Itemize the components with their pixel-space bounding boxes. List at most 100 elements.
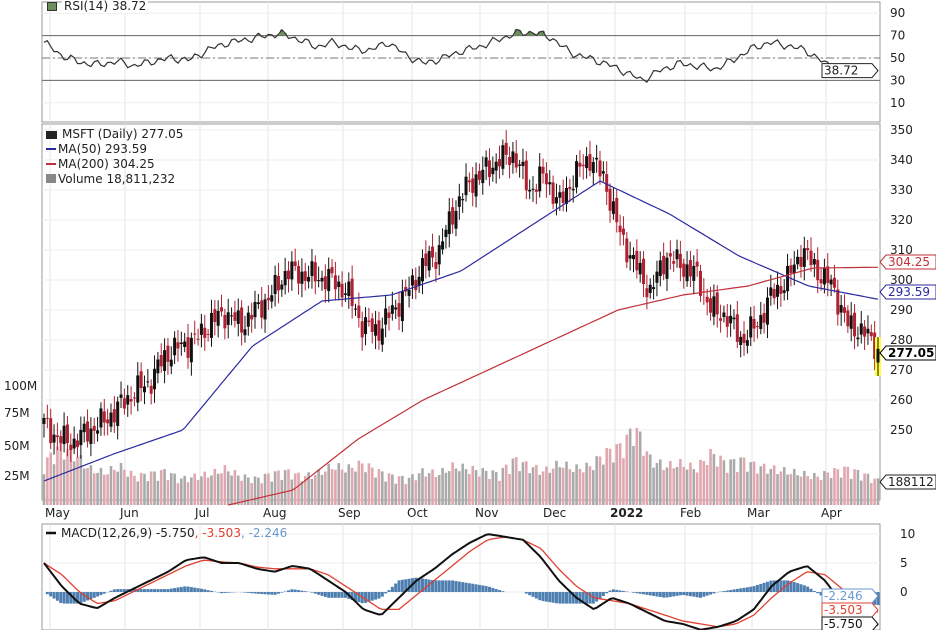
macd-histogram-bar — [96, 592, 100, 597]
macd-histogram-bar — [350, 592, 354, 600]
candle-body — [631, 254, 635, 260]
volume-legend-icon — [46, 174, 56, 183]
volume-bar — [109, 466, 113, 505]
candle-body — [387, 312, 391, 318]
macd-histogram-bar — [183, 586, 187, 592]
volume-bar — [230, 475, 233, 505]
ma200-value-badge: 304.25 — [879, 254, 936, 270]
macd-histogram-bar — [578, 592, 582, 604]
volume-bar — [62, 459, 66, 505]
candle-body — [62, 425, 66, 445]
candle-body — [55, 435, 59, 438]
volume-bar — [126, 476, 130, 505]
macd-histogram-bar — [102, 592, 106, 594]
candle-body — [96, 430, 100, 434]
ma200-value-badge-frame — [879, 254, 936, 270]
macd-histogram-bar — [343, 592, 347, 598]
volume-bar — [592, 470, 595, 505]
volume-bar — [786, 474, 789, 505]
macd-histogram-bar — [333, 592, 337, 598]
candle-body — [437, 245, 441, 265]
candle-body — [260, 300, 264, 318]
candle-body — [665, 257, 669, 279]
candle-body — [498, 159, 502, 167]
volume-bar — [82, 468, 86, 505]
volume-bar — [59, 442, 63, 505]
macd-histogram-bar — [45, 592, 49, 595]
volume-bar — [468, 473, 471, 505]
volume-bar — [809, 479, 813, 505]
macd-histogram-bar — [531, 592, 535, 597]
candle-body — [196, 338, 200, 340]
volume-bar — [89, 465, 93, 505]
macd-histogram-bar — [112, 589, 116, 592]
candle-body — [544, 173, 548, 185]
volume-bar — [116, 471, 119, 505]
volume-bar — [119, 462, 123, 505]
candle-body — [297, 265, 301, 284]
volume-bar — [444, 472, 448, 505]
macd-legend-value: , -3.503 — [195, 526, 241, 540]
volume-bar — [779, 471, 783, 505]
macd-histogram-bar — [618, 590, 622, 592]
macd-histogram-bar — [52, 592, 56, 599]
price-tick: 260 — [890, 393, 913, 407]
volume-bar — [324, 471, 327, 505]
macd-histogram-bar — [300, 590, 304, 592]
macd-histogram-bar — [494, 588, 498, 592]
candle-body — [464, 176, 468, 196]
macd-histogram-bar — [662, 592, 666, 598]
volume-bar — [689, 462, 692, 505]
volume-bar — [859, 480, 863, 505]
candle-body — [688, 259, 692, 277]
volume-bar — [99, 467, 103, 505]
volume-bar — [451, 462, 454, 505]
macd-histogram-bar — [745, 587, 749, 592]
candle-body — [759, 315, 763, 329]
candle-body — [812, 259, 816, 265]
macd-histogram-bar — [725, 590, 729, 592]
candle-body — [92, 425, 96, 431]
candle-body — [729, 315, 733, 324]
volume-bar — [421, 468, 424, 505]
candle-body — [531, 188, 535, 190]
candle-body — [762, 312, 766, 323]
macd-histogram-bar — [454, 581, 458, 592]
volume-bar — [397, 476, 401, 505]
volume-bar — [618, 443, 622, 505]
volume-bar — [401, 475, 404, 505]
macd-tick: 0 — [900, 585, 908, 599]
volume-bar — [183, 475, 186, 505]
macd-hist-badge-text: -2.246 — [824, 589, 863, 603]
volume-bar — [612, 462, 615, 505]
candle-body — [534, 189, 538, 192]
candle-body — [417, 276, 421, 286]
candle-body — [337, 281, 341, 288]
candle-body — [203, 327, 207, 338]
volume-bar — [816, 476, 820, 505]
candle-body — [501, 145, 505, 169]
macd-histogram-bar — [544, 592, 548, 602]
volume-bar — [531, 467, 535, 505]
rsi-tick: 70 — [890, 29, 905, 43]
candle-body — [568, 186, 572, 189]
candle-body — [508, 156, 512, 165]
candle-body — [240, 307, 244, 333]
volume-bar — [163, 469, 166, 505]
candle-body — [136, 375, 140, 403]
candle-body — [554, 197, 558, 204]
macd-histogram-bar — [595, 592, 599, 602]
macd-histogram-bar — [799, 584, 803, 592]
volume-bar — [752, 461, 756, 505]
candle-body — [159, 355, 163, 367]
macd-histogram-bar — [377, 592, 381, 599]
volume-bar — [106, 474, 109, 505]
candle-body — [551, 182, 555, 204]
volume-bar — [247, 477, 250, 505]
macd-histogram-bar — [136, 589, 140, 592]
macd-histogram-bar — [685, 592, 689, 596]
volume-bar — [561, 467, 565, 505]
candle-body — [404, 287, 408, 292]
